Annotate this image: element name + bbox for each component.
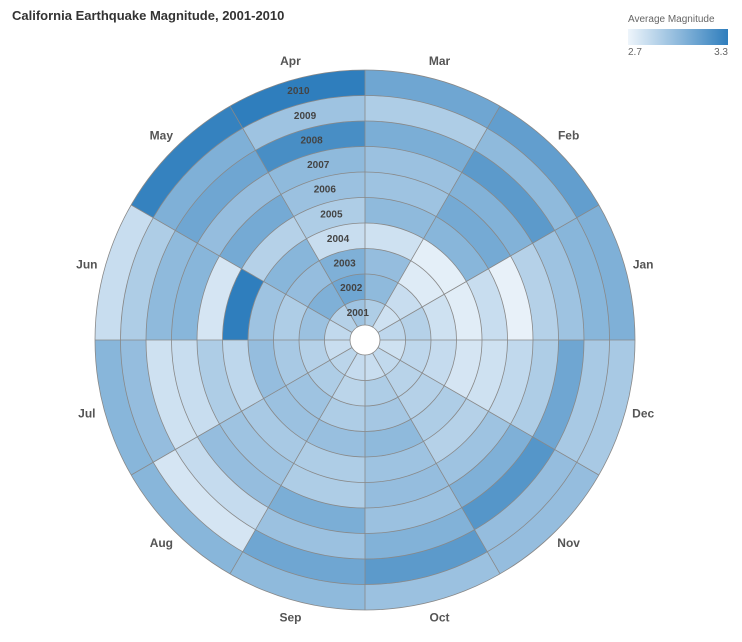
month-label: Apr — [280, 54, 301, 68]
polar-heatmap: Jan Feb Mar Apr May Jun Jul Aug Sep Oct Nov Dec 2001… — [0, 30, 742, 640]
year-label: 2001 — [347, 308, 370, 319]
month-label: Jan — [633, 258, 654, 272]
year-label: 2010 — [287, 86, 310, 97]
year-label: 2006 — [314, 185, 337, 196]
month-label: May — [150, 129, 174, 143]
legend-title: Average Magnitude — [628, 14, 728, 25]
ring — [350, 325, 380, 355]
year-label: 2004 — [327, 234, 350, 245]
month-label: Nov — [557, 536, 580, 550]
month-label: Dec — [632, 407, 654, 421]
month-label: Oct — [430, 610, 450, 624]
month-label: Aug — [150, 536, 173, 550]
month-label: Jun — [76, 258, 97, 272]
year-label: 2007 — [307, 160, 330, 171]
month-label: Feb — [558, 129, 579, 143]
chart-title: California Earthquake Magnitude, 2001-20… — [12, 8, 284, 23]
year-label: 2009 — [294, 111, 317, 122]
year-label: 2005 — [320, 209, 343, 220]
year-label: 2002 — [340, 283, 363, 294]
month-label: Jul — [78, 407, 95, 421]
month-label: Mar — [429, 54, 451, 68]
month-label: Sep — [279, 610, 301, 624]
year-label: 2008 — [300, 135, 323, 146]
year-label: 2003 — [333, 259, 356, 270]
